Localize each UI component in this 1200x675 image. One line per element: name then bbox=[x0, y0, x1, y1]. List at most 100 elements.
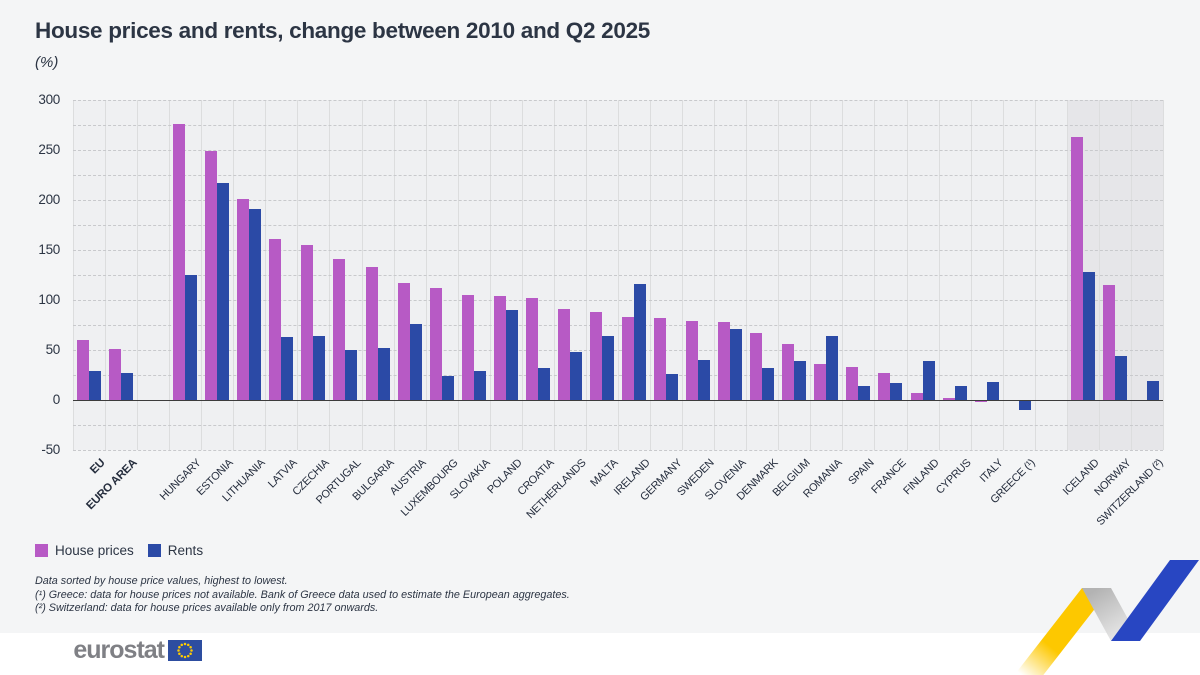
rent-bar-latvia bbox=[281, 337, 294, 400]
bar-chart-plot-area: EU EURO AREA HUNGARY ESTONIA LITHUANIA LATVIA… bbox=[73, 100, 1165, 528]
house-price-bar-france bbox=[878, 373, 891, 400]
house-price-bar-luxembourg bbox=[429, 288, 442, 400]
zero-baseline bbox=[73, 400, 1163, 401]
house-price-bar-austria bbox=[397, 283, 410, 400]
rent-bar-austria bbox=[409, 324, 422, 400]
eu-flag-icon bbox=[168, 640, 202, 661]
y-axis-tick-label: 100 bbox=[38, 292, 60, 307]
rent-bar-eu bbox=[89, 371, 101, 400]
rent-bar-czechia bbox=[313, 336, 326, 400]
page-title: House prices and rents, change between 2… bbox=[35, 18, 651, 43]
rent-bar-bulgaria bbox=[377, 348, 390, 400]
horizontal-gridline bbox=[73, 325, 1163, 326]
house-price-bar-bulgaria bbox=[365, 267, 378, 400]
legend-label-house-prices: House prices bbox=[55, 543, 134, 558]
house-price-bar-hungary bbox=[173, 124, 186, 400]
house-price-bar-czechia bbox=[301, 245, 314, 400]
rent-bar-euro-area bbox=[121, 373, 134, 400]
horizontal-gridline bbox=[73, 350, 1163, 351]
rent-bar-luxembourg bbox=[441, 376, 454, 400]
house-price-bar-cyprus bbox=[942, 398, 955, 400]
rent-bar-iceland bbox=[1082, 272, 1095, 400]
rent-bar-poland bbox=[505, 310, 518, 400]
footnotes: Data sorted by house price values, highe… bbox=[35, 575, 570, 616]
y-axis-tick-label: 300 bbox=[38, 92, 60, 107]
house-price-bar-spain bbox=[846, 367, 859, 400]
rent-bar-sweden bbox=[698, 360, 711, 400]
house-price-bar-malta bbox=[589, 312, 602, 400]
rent-bar-belgium bbox=[794, 361, 807, 400]
house-prices-swatch bbox=[35, 544, 48, 557]
house-price-bar-portugal bbox=[333, 259, 346, 400]
house-price-bar-belgium bbox=[782, 344, 795, 400]
rent-bar-lithuania bbox=[249, 209, 262, 400]
rent-bar-estonia bbox=[217, 183, 230, 400]
horizontal-gridline bbox=[73, 100, 1163, 101]
rent-bar-finland bbox=[922, 361, 935, 400]
house-price-bar-ireland bbox=[622, 317, 634, 400]
rent-bar-italy bbox=[986, 382, 999, 400]
legend-item-rents: Rents bbox=[147, 543, 204, 558]
horizontal-gridline bbox=[73, 150, 1163, 151]
y-axis-tick-label: -50 bbox=[41, 442, 60, 457]
rent-bar-hungary bbox=[185, 275, 198, 400]
house-price-bar-slovenia bbox=[718, 322, 731, 400]
house-price-bar-iceland bbox=[1070, 137, 1083, 400]
vertical-gridline bbox=[1163, 100, 1164, 450]
footnote-greece: (¹) Greece: data for house prices not av… bbox=[35, 588, 570, 601]
rent-bar-denmark bbox=[762, 368, 775, 400]
rent-bar-norway bbox=[1114, 356, 1127, 400]
rent-bar-greece bbox=[1018, 401, 1031, 410]
house-price-bar-italy bbox=[974, 401, 987, 402]
house-price-bar-norway bbox=[1102, 285, 1115, 400]
house-price-bar-slovakia bbox=[461, 295, 474, 400]
house-price-bar-estonia bbox=[205, 151, 218, 400]
rent-bar-cyprus bbox=[954, 386, 967, 400]
house-price-bar-croatia bbox=[525, 298, 538, 400]
rent-bar-ireland bbox=[634, 284, 646, 400]
horizontal-gridline bbox=[73, 275, 1163, 276]
legend-label-rents: Rents bbox=[167, 543, 204, 558]
rent-bar-france bbox=[890, 383, 903, 400]
house-price-bar-denmark bbox=[750, 333, 763, 400]
horizontal-gridline bbox=[73, 225, 1163, 226]
horizontal-gridline bbox=[73, 200, 1163, 201]
house-price-bar-lithuania bbox=[237, 199, 250, 400]
horizontal-gridline bbox=[73, 125, 1163, 126]
rent-bar-germany bbox=[666, 374, 679, 400]
house-price-bar-sweden bbox=[686, 321, 699, 400]
house-price-bar-poland bbox=[493, 296, 506, 400]
footnote-switzerland: (²) Switzerland: data for house prices a… bbox=[35, 602, 379, 614]
horizontal-gridline bbox=[73, 175, 1163, 176]
unit-label: (%) bbox=[35, 54, 59, 71]
eurostat-logo: eurostat bbox=[73, 636, 165, 664]
rent-bar-slovenia bbox=[730, 329, 743, 400]
rent-bar-croatia bbox=[537, 368, 550, 400]
house-price-bar-finland bbox=[910, 393, 923, 400]
horizontal-gridline bbox=[73, 250, 1163, 251]
rent-bar-malta bbox=[601, 336, 614, 400]
house-price-bar-netherlands bbox=[557, 309, 570, 400]
horizontal-gridline bbox=[73, 425, 1163, 426]
chart-legend: House prices Rents bbox=[35, 543, 203, 558]
horizontal-gridline bbox=[73, 300, 1163, 301]
house-price-bar-latvia bbox=[269, 239, 282, 400]
zigzag-blue-band bbox=[1111, 560, 1199, 641]
house-price-bar-euro-area bbox=[109, 349, 122, 400]
rent-bar-portugal bbox=[345, 350, 358, 400]
rents-swatch bbox=[147, 544, 161, 557]
footnote-sorting: Data sorted by house price values, highe… bbox=[35, 575, 288, 587]
y-axis-tick-label: 0 bbox=[52, 392, 61, 407]
house-price-bar-eu bbox=[77, 340, 89, 400]
rent-bar-netherlands bbox=[569, 352, 582, 400]
house-price-bar-romania bbox=[814, 364, 827, 400]
house-price-bar-germany bbox=[654, 318, 667, 400]
rent-bar-spain bbox=[858, 386, 871, 400]
y-axis-tick-label: 250 bbox=[38, 142, 60, 157]
rent-bar-romania bbox=[826, 336, 839, 400]
rent-bar-slovakia bbox=[473, 371, 486, 400]
rent-bar-switzerland bbox=[1146, 381, 1159, 400]
y-axis-tick-label: 150 bbox=[38, 242, 60, 257]
y-axis-tick-label: 50 bbox=[45, 342, 61, 357]
horizontal-gridline bbox=[73, 450, 1163, 451]
